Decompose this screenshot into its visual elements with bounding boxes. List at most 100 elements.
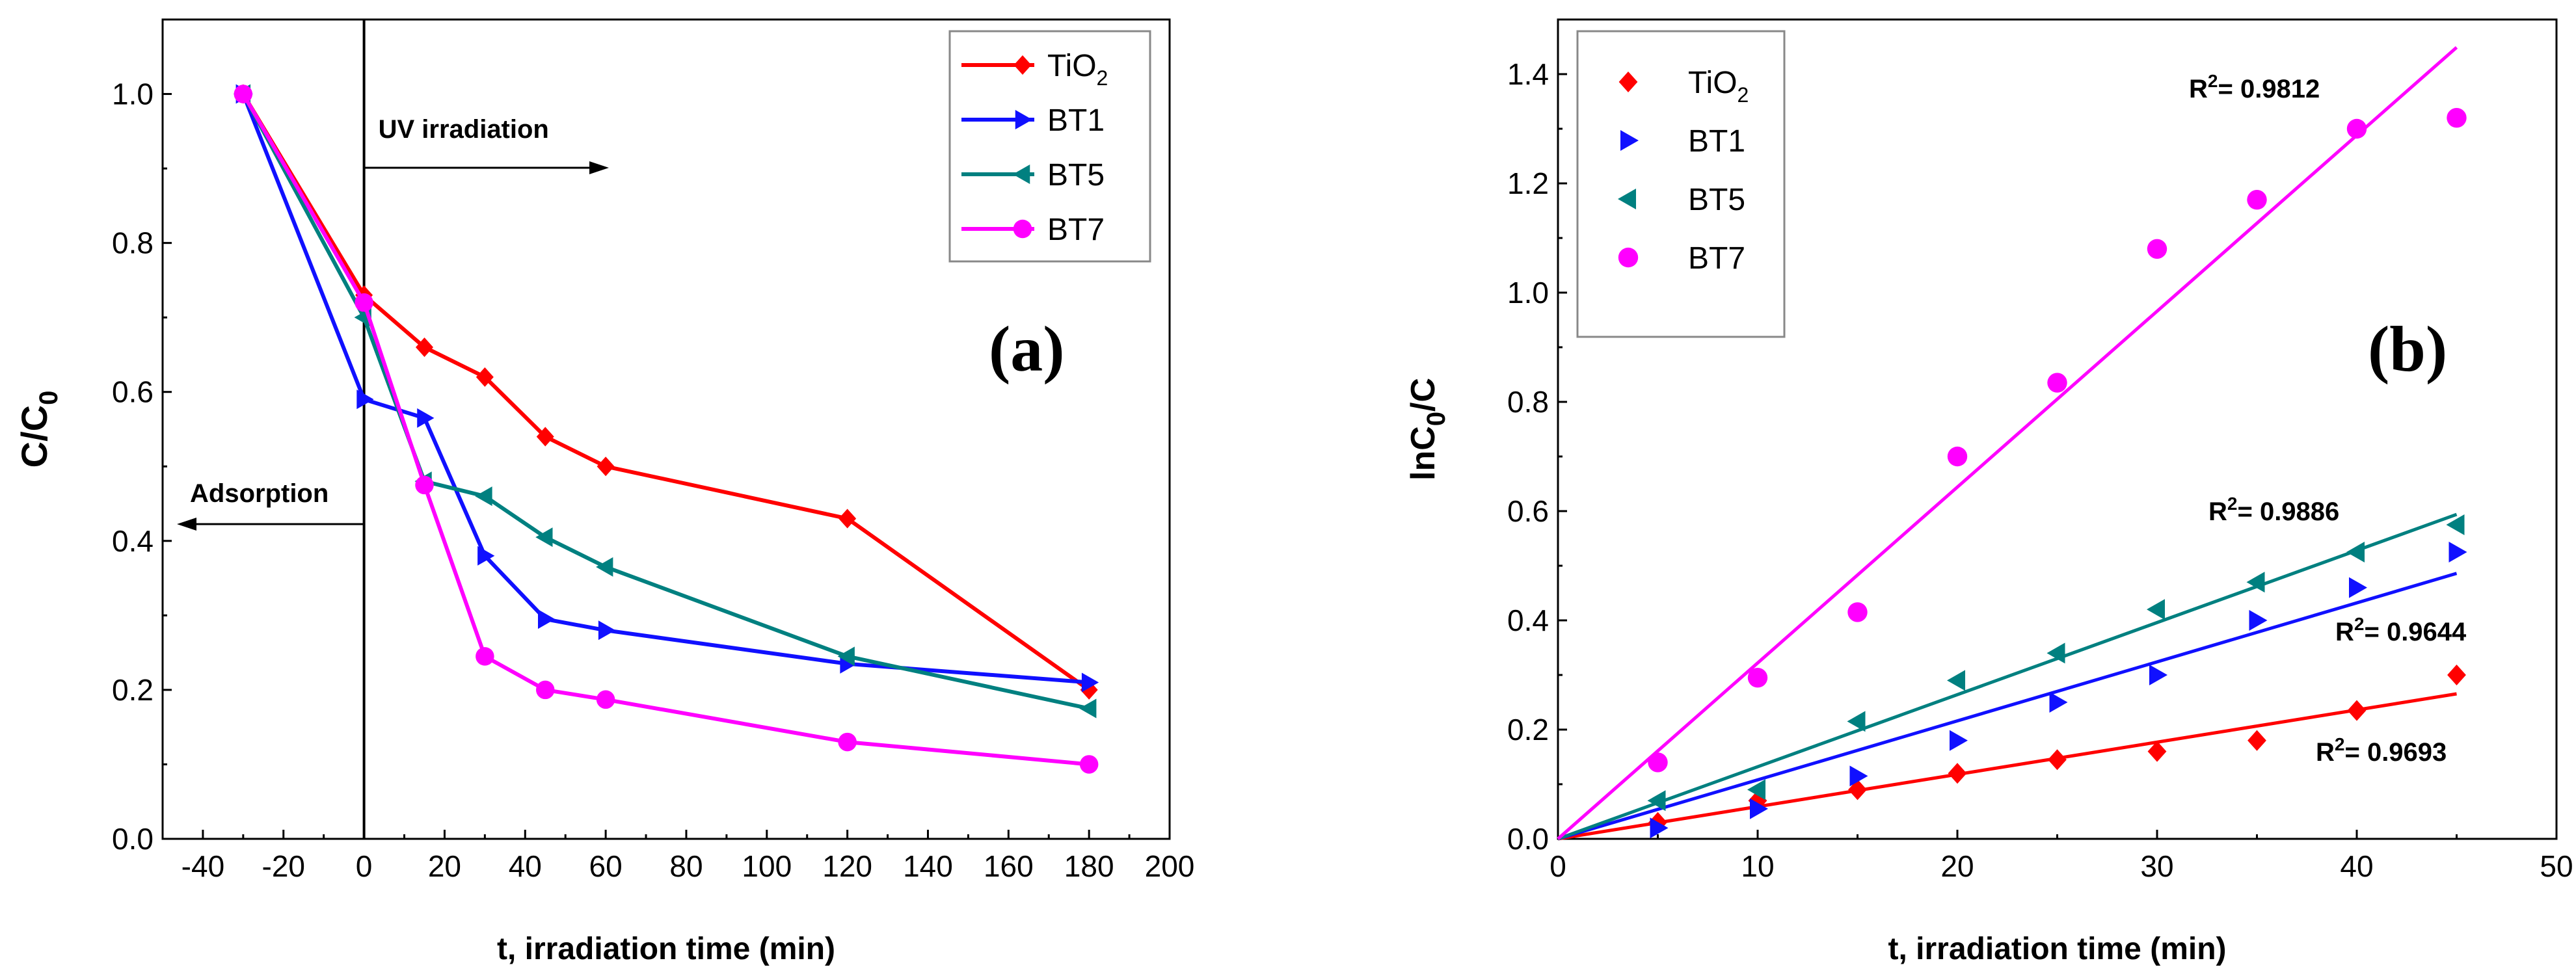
a-y-axis-label-sub: 0 (34, 391, 63, 405)
b-point-BT1 (2449, 542, 2467, 562)
a-x-tick-label: 0 (356, 849, 373, 883)
a-point-BT5 (1079, 698, 1097, 719)
a-x-tick-label: -20 (262, 849, 305, 883)
a-point-BT5 (596, 557, 613, 577)
b-r2-label-TiO2: R2= 0.9693 (2316, 734, 2447, 767)
a-x-axis-label: t, irradiation time (min) (497, 932, 835, 966)
a-legend-label-main: BT7 (1047, 213, 1105, 247)
b-x-tick-label: 40 (2340, 849, 2373, 883)
b-legend-label-main: BT1 (1688, 124, 1745, 159)
b-x-tick-label: 10 (1741, 849, 1774, 883)
a-x-tick-label: 160 (984, 849, 1034, 883)
a-panel-label: (a) (989, 313, 1065, 385)
b-fit-line-TiO2 (1557, 692, 2457, 841)
a-point-BT7 (596, 690, 615, 709)
a-legend-label-main: TiO (1047, 49, 1097, 83)
b-r2-value: = 0.9812 (2218, 75, 2320, 103)
b-point-BT7 (1747, 668, 1768, 688)
a-legend-marker-TiO2 (1013, 55, 1032, 75)
b-fit-line-BT1 (1557, 572, 2458, 841)
b-r2-sup: 2 (2335, 734, 2345, 754)
b-r2-sup: 2 (2208, 71, 2218, 91)
b-point-BT1 (2349, 577, 2367, 598)
b-legend-label-BT5: BT5 (1688, 183, 1745, 217)
b-point-BT1 (1750, 798, 1768, 819)
b-point-TiO2 (2447, 665, 2466, 685)
b-point-TiO2 (2147, 741, 2167, 762)
b-point-TiO2 (2347, 700, 2367, 721)
a-legend-label-sub: 2 (1097, 66, 1108, 90)
b-r2-letter: R (2189, 75, 2208, 103)
panel-a-chart: -40 -20 0 20 40 60 80 100 120 140 160 180 2000.00.20… (14, 18, 1195, 966)
b-point-BT7 (1947, 446, 1968, 467)
b-panel-label: (b) (2368, 313, 2447, 385)
a-point-BT5 (535, 527, 553, 548)
a-plot-frame (161, 18, 1171, 840)
b-point-BT7 (2247, 190, 2267, 210)
b-y-axis-label-sub: 0 (1422, 412, 1451, 426)
b-point-TiO2 (2048, 749, 2067, 771)
b-fit-line-BT5 (1557, 512, 2458, 841)
a-x-tick-label: 140 (903, 849, 953, 883)
a-legend-label-main: BT1 (1047, 103, 1105, 138)
b-r2-letter: R (2316, 738, 2335, 767)
b-x-tick-label: 0 (1550, 849, 1566, 883)
a-series-line-BT5 (241, 93, 1090, 711)
a-point-TiO2 (536, 427, 554, 447)
a-x-tick-label: 20 (428, 849, 461, 883)
b-r2-sup: 2 (2354, 614, 2365, 634)
b-r2-value: = 0.9644 (2364, 618, 2467, 646)
b-point-BT5 (2046, 642, 2065, 664)
b-legend-label-BT1: BT1 (1688, 124, 1745, 159)
a-x-tick-label: 80 (669, 849, 703, 883)
a-point-TiO2 (839, 509, 857, 529)
b-y-axis-label-main: lnC (1404, 426, 1442, 481)
a-y-tick-label: 0.8 (112, 226, 154, 260)
b-point-BT7 (2447, 108, 2467, 128)
b-x-axis-label: t, irradiation time (min) (1888, 932, 2226, 966)
b-point-BT1 (1849, 765, 1868, 787)
b-point-TiO2 (2247, 730, 2266, 751)
b-y-tick-label: 0.2 (1507, 713, 1549, 747)
b-legend-label-sub: 2 (1737, 83, 1749, 107)
b-r2-value: = 0.9886 (2237, 497, 2339, 526)
b-point-BT5 (1947, 670, 1965, 691)
a-adsorption-annotation: Adsorption (190, 479, 329, 508)
a-point-BT1 (1081, 672, 1099, 693)
a-y-axis-label-main: C/C (14, 405, 55, 468)
b-x-tick-label: 30 (2140, 849, 2173, 883)
b-point-BT5 (2446, 514, 2465, 535)
b-point-BT1 (2149, 665, 2167, 685)
a-x-tick-label: 100 (742, 849, 792, 883)
b-legend-label-main: BT7 (1688, 241, 1745, 276)
b-legend-label-main: TiO (1688, 66, 1737, 100)
b-point-BT5 (2246, 572, 2265, 593)
a-point-BT5 (475, 486, 492, 507)
a-x-tick-label: 200 (1145, 849, 1195, 883)
a-point-BT7 (476, 647, 494, 666)
a-y-tick-label: 0.6 (112, 375, 154, 409)
a-legend-marker-BT5 (1013, 165, 1030, 184)
b-point-BT7 (2346, 118, 2367, 139)
b-legend-box (1576, 30, 1786, 338)
a-y-tick-label: 0.0 (112, 822, 154, 856)
a-point-TiO2 (476, 367, 494, 387)
b-legend-marker-BT1 (1620, 130, 1639, 151)
b-legend-label-BT7: BT7 (1688, 241, 1745, 276)
panel-b-chart: 0 10 20 30 40 500.00.20.40.60.81.01.21.4R2= 0… (1404, 18, 2573, 966)
a-y-tick-label: 1.0 (112, 77, 154, 111)
a-point-TiO2 (415, 337, 433, 357)
a-point-BT1 (477, 546, 495, 566)
b-x-tick-label: 50 (2540, 849, 2573, 883)
a-x-tick-label: 60 (589, 849, 623, 883)
b-y-axis-label: lnC0/C (1404, 378, 1451, 481)
b-point-BT5 (1747, 779, 1765, 800)
b-legend-marker-TiO2 (1618, 72, 1638, 92)
a-point-BT7 (234, 85, 253, 103)
b-point-BT7 (2047, 373, 2067, 393)
b-point-BT5 (1847, 711, 1866, 732)
b-point-BT1 (1650, 817, 1669, 839)
b-legend-label-main: BT5 (1688, 183, 1745, 217)
b-y-tick-label: 0.0 (1507, 822, 1549, 856)
